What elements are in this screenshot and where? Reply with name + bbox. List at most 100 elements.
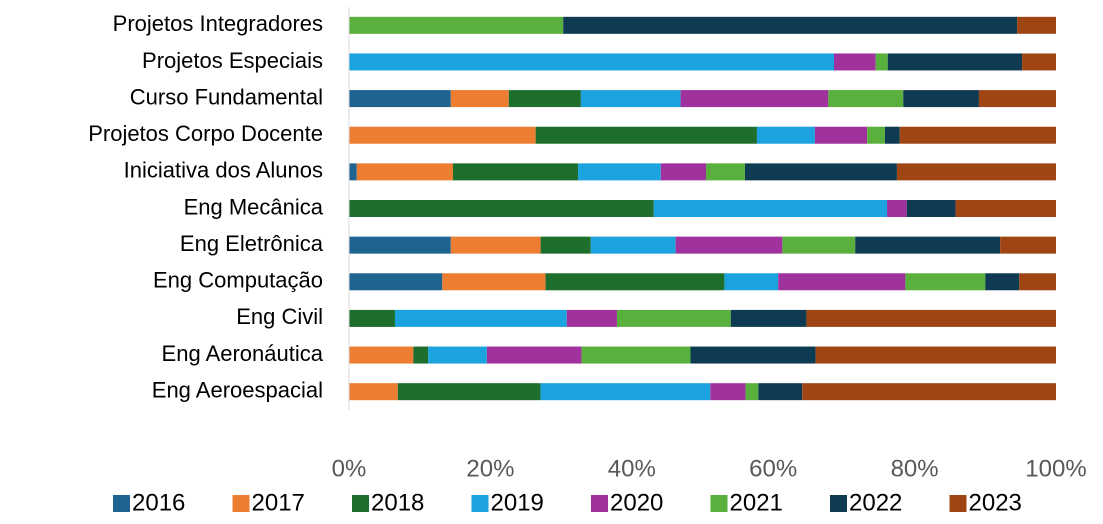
bar-segment [581, 346, 691, 364]
bar-segment [349, 236, 451, 254]
legend-swatch [830, 495, 847, 512]
bar-segment [563, 16, 1018, 34]
bar-segment [806, 309, 1056, 327]
bar-segment [834, 53, 876, 71]
bar-segment [590, 236, 676, 254]
bar-segment [349, 126, 536, 144]
bar-segment [349, 309, 395, 327]
x-tick-label: 40% [608, 455, 656, 482]
bar-segment [413, 346, 429, 364]
bar-segment [905, 273, 986, 291]
bar-segment [540, 383, 711, 401]
bar-segment [545, 273, 725, 291]
bar-segment [887, 53, 1023, 71]
bar-segment [710, 383, 746, 401]
bar-segment [899, 126, 1056, 144]
legend-label: 2019 [491, 489, 544, 516]
bar-segment [724, 273, 779, 291]
category-label: Projetos Corpo Docente [88, 121, 323, 146]
legend-label: 2018 [371, 489, 424, 516]
bar-segment [1000, 236, 1056, 254]
bar-segment [814, 126, 868, 144]
bar-segment [802, 383, 1056, 401]
bar-segment [955, 200, 1056, 217]
bar-segment [778, 273, 906, 291]
bar-segment [884, 126, 900, 144]
bar-segment [896, 163, 1056, 181]
bar-segment [616, 309, 731, 327]
bar-segment [815, 346, 1056, 364]
legend-swatch [949, 495, 967, 512]
bar-segment [1019, 273, 1056, 291]
category-label: Projetos Integradores [113, 11, 323, 36]
x-tick-label: 100% [1025, 455, 1086, 482]
x-tick-label: 60% [749, 455, 797, 482]
bar-segment [906, 200, 956, 217]
bar-segment [978, 90, 1056, 108]
bar-segment [442, 273, 546, 291]
bar-segment [397, 383, 541, 401]
bar-segment [349, 90, 451, 108]
x-tick-label: 0% [332, 455, 367, 482]
bar-segment [1022, 53, 1056, 71]
bar-segment [867, 126, 885, 144]
category-label: Curso Fundamental [130, 84, 323, 109]
bar-segment [535, 126, 757, 144]
legend-label: 2023 [969, 489, 1022, 516]
category-label: Eng Aeroespacial [152, 377, 323, 402]
legend-swatch [471, 495, 489, 512]
bar-segment [450, 90, 509, 108]
category-label: Eng Aeronáutica [162, 341, 324, 366]
bar-segment [349, 273, 443, 291]
bar-segment [580, 90, 681, 108]
bar-segment [706, 163, 745, 181]
bar-segment [394, 309, 567, 327]
legend-label: 2022 [849, 489, 902, 516]
bar-segment [744, 163, 897, 181]
bar-segment [660, 163, 707, 181]
bar-segment [745, 383, 759, 401]
bar-segment [887, 200, 907, 217]
legend-label: 2017 [252, 489, 305, 516]
bar-segment [680, 90, 829, 108]
category-label: Eng Mecânica [184, 194, 324, 219]
bar-segment [782, 236, 856, 254]
bar-segment [349, 200, 654, 217]
bar-segment [349, 163, 357, 181]
category-label: Projetos Especiais [142, 48, 323, 73]
bar-segment [356, 163, 453, 181]
legend-label: 2020 [610, 489, 663, 516]
bar-segment [875, 53, 888, 71]
bar-segment [452, 163, 579, 181]
bar-segment [349, 53, 835, 71]
legend-swatch [232, 495, 250, 512]
bar-segment [828, 90, 904, 108]
bar-segment [756, 126, 815, 144]
legend-swatch [113, 495, 130, 512]
bar-segment [1017, 16, 1056, 34]
bar-segment [349, 16, 564, 34]
category-label: Eng Eletrônica [180, 231, 324, 256]
x-tick-label: 80% [891, 455, 939, 482]
category-label: Eng Computação [153, 268, 323, 293]
bar-segment [566, 309, 617, 327]
bar-segment [486, 346, 582, 364]
legend-swatch [591, 495, 608, 512]
bar-segment [675, 236, 783, 254]
legend-label: 2016 [132, 489, 185, 516]
bar-segment [985, 273, 1020, 291]
bar-segment [349, 383, 398, 401]
x-tick-label: 20% [466, 455, 514, 482]
category-label: Iniciativa dos Alunos [124, 158, 323, 183]
bar-segment [903, 90, 979, 108]
bar-segment [653, 200, 888, 217]
legend-label: 2021 [730, 489, 783, 516]
bar-segment [450, 236, 541, 254]
bar-segment [428, 346, 487, 364]
bar-segment [540, 236, 591, 254]
bar-segment [349, 346, 414, 364]
bar-segment [690, 346, 816, 364]
bar-segment [508, 90, 581, 108]
legend-swatch [710, 495, 728, 512]
